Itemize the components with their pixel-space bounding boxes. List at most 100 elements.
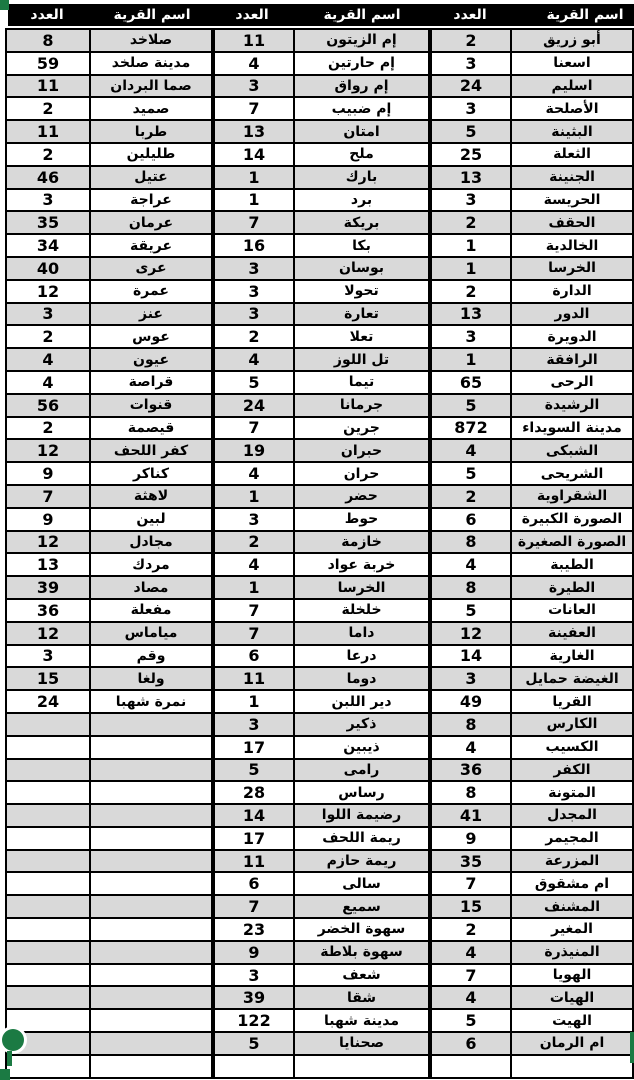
village-name-cell: سالى (295, 873, 428, 895)
count-cell: 3 (432, 52, 510, 74)
village-name-cell: الغارية (512, 645, 632, 667)
table-row: 8 الطيرة (432, 577, 632, 598)
count-cell: 24 (215, 394, 293, 416)
count-cell (7, 713, 89, 735)
table-row: 4 الهيات (432, 987, 632, 1009)
table-row: 7 جرين (215, 417, 428, 439)
count-cell: 5 (432, 599, 510, 621)
table-row: 39 شقا (215, 987, 428, 1009)
table-row: 11 ريمة حازم (215, 850, 428, 872)
table-row: 6 الصورة الكبيرة (432, 508, 632, 530)
table-row: 4 الطيبة (432, 554, 632, 576)
village-name-cell: شقا (295, 987, 428, 1009)
village-name-cell: صما البردان (91, 75, 211, 97)
count-cell: 8 (7, 30, 89, 51)
village-name-cell: البثينة (512, 121, 632, 142)
table-row: 1 الخالدية (432, 235, 632, 256)
annotation-green-square-bottom-left-icon (0, 1069, 10, 1080)
village-name-cell: الهيات (512, 987, 632, 1009)
count-cell: 28 (215, 782, 293, 804)
village-name-cell: دوما (295, 668, 428, 690)
village-name-cell: القريا (512, 691, 632, 712)
table-row (7, 805, 211, 826)
count-cell: 3 (432, 326, 510, 348)
count-cell: 1 (215, 166, 293, 188)
village-name-cell: عيون (91, 349, 211, 370)
table-row: 11 دوما (215, 668, 428, 690)
table-row: 7 بريكة (215, 212, 428, 234)
count-cell: 122 (215, 1010, 293, 1032)
table-row: 35 عرمان (7, 212, 211, 234)
village-name-cell: عراجة (91, 189, 211, 211)
count-cell: 23 (215, 919, 293, 940)
village-name-cell: الغيضة حمايل (512, 668, 632, 690)
count-cell (7, 759, 89, 781)
table-row: 1 الخرسا (215, 577, 428, 598)
table-row: 2 صميد (7, 98, 211, 120)
village-name-cell (91, 850, 211, 872)
count-cell (7, 850, 89, 872)
count-cell: 4 (215, 554, 293, 576)
count-cell: 9 (215, 941, 293, 963)
table-row: 56 قنوات (7, 394, 211, 416)
table-row: 3 الغيضة حمايل (432, 668, 632, 690)
village-name-cell: بكا (295, 235, 428, 256)
village-name-cell: المتونة (512, 782, 632, 804)
table-row (7, 941, 211, 963)
village-name-cell (91, 713, 211, 735)
table-row (7, 1033, 211, 1054)
count-cell: 6 (432, 508, 510, 530)
table-row: 12 مجادل (7, 531, 211, 553)
village-name-cell: بوسان (295, 257, 428, 279)
count-cell: 34 (7, 235, 89, 256)
village-name-cell: الخالدية (512, 235, 632, 256)
count-cell: 7 (215, 896, 293, 918)
table-row: 1 الرافقة (432, 349, 632, 370)
count-cell: 5 (215, 759, 293, 781)
count-cell: 14 (215, 143, 293, 165)
count-cell: 13 (432, 166, 510, 188)
village-name-cell: المنيذرة (512, 941, 632, 963)
table-row: 9 كناكر (7, 463, 211, 484)
village-name-cell: الكسيب (512, 736, 632, 758)
count-cell: 1 (215, 691, 293, 712)
table-row: 2 الشقراوية (432, 485, 632, 507)
count-cell: 6 (215, 645, 293, 667)
village-name-cell: طليلين (91, 143, 211, 165)
count-cell: 1 (432, 349, 510, 370)
table-row: 2 أبو زريق (432, 30, 632, 51)
table-row: 25 الثعلة (432, 143, 632, 165)
count-cell: 6 (432, 1033, 510, 1054)
village-name-cell: عوس (91, 326, 211, 348)
count-cell: 11 (215, 850, 293, 872)
count-cell: 56 (7, 394, 89, 416)
village-name-cell: ذكير (295, 713, 428, 735)
table-row: 3 تعارة (215, 303, 428, 325)
village-name-cell: الخرسا (295, 577, 428, 598)
village-name-cell: برد (295, 189, 428, 211)
table-row: 14 رضيمة اللوا (215, 805, 428, 826)
table-row: 13 امتان (215, 121, 428, 142)
table-row: 35 المزرعة (432, 850, 632, 872)
table-row: 7 الهويا (432, 964, 632, 986)
village-name-cell: جرمانا (295, 394, 428, 416)
village-name-cell: مردك (91, 554, 211, 576)
count-cell: 3 (215, 75, 293, 97)
table-row: 13 الدور (432, 303, 632, 325)
count-cell: 40 (7, 257, 89, 279)
table-row: 2 طليلين (7, 143, 211, 165)
village-name-cell: عرمان (91, 212, 211, 234)
selection-handle-icon[interactable] (2, 1029, 24, 1051)
village-name-cell: قراصة (91, 371, 211, 393)
count-cell: 1 (215, 577, 293, 598)
table-row: 122 مدينة شهبا (215, 1010, 428, 1032)
count-cell: 8 (432, 713, 510, 735)
village-name-cell: تحولا (295, 280, 428, 302)
village-name-cell (295, 1055, 428, 1077)
count-cell: 19 (215, 440, 293, 462)
table-row: 3 تحولا (215, 280, 428, 302)
table-row: 3 بوسان (215, 257, 428, 279)
village-name-cell: سهوة بلاطة (295, 941, 428, 963)
header-count-label-left: العدد (30, 7, 64, 23)
count-cell: 9 (7, 463, 89, 484)
